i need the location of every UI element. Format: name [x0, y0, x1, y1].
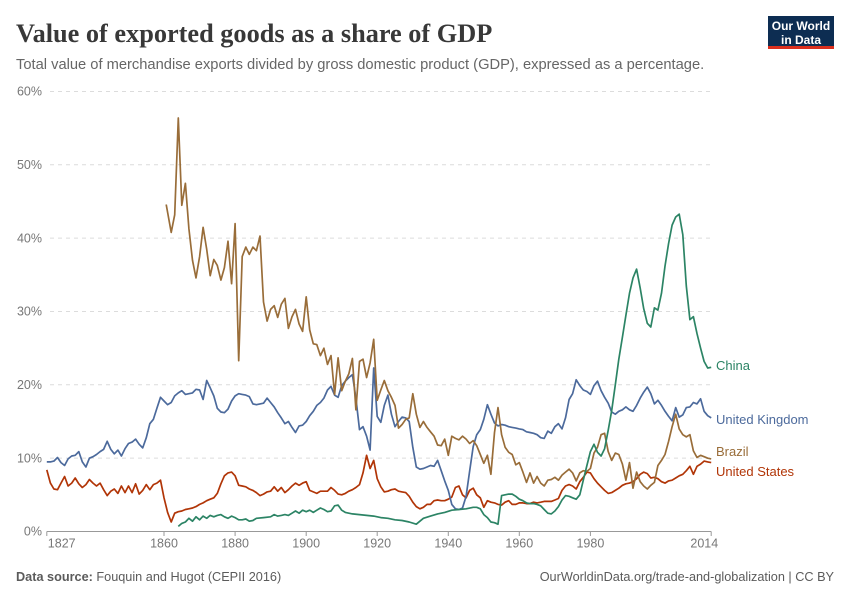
svg-text:1880: 1880 [221, 537, 249, 551]
svg-text:1900: 1900 [292, 537, 320, 551]
svg-text:50%: 50% [17, 158, 42, 172]
svg-text:10%: 10% [17, 451, 42, 465]
svg-text:30%: 30% [17, 305, 42, 319]
svg-text:1960: 1960 [505, 537, 533, 551]
svg-text:20%: 20% [17, 378, 42, 392]
svg-text:40%: 40% [17, 231, 42, 245]
svg-text:1860: 1860 [150, 537, 178, 551]
svg-text:1940: 1940 [434, 537, 462, 551]
svg-text:Brazil: Brazil [716, 444, 749, 459]
svg-text:United Kingdom: United Kingdom [716, 412, 809, 427]
svg-text:0%: 0% [24, 525, 42, 539]
svg-text:1980: 1980 [576, 537, 604, 551]
svg-text:1920: 1920 [363, 537, 391, 551]
svg-text:China: China [716, 358, 751, 373]
svg-text:2014: 2014 [690, 537, 718, 551]
svg-text:60%: 60% [17, 85, 42, 99]
svg-text:United States: United States [716, 464, 795, 479]
svg-text:1827: 1827 [48, 537, 76, 551]
